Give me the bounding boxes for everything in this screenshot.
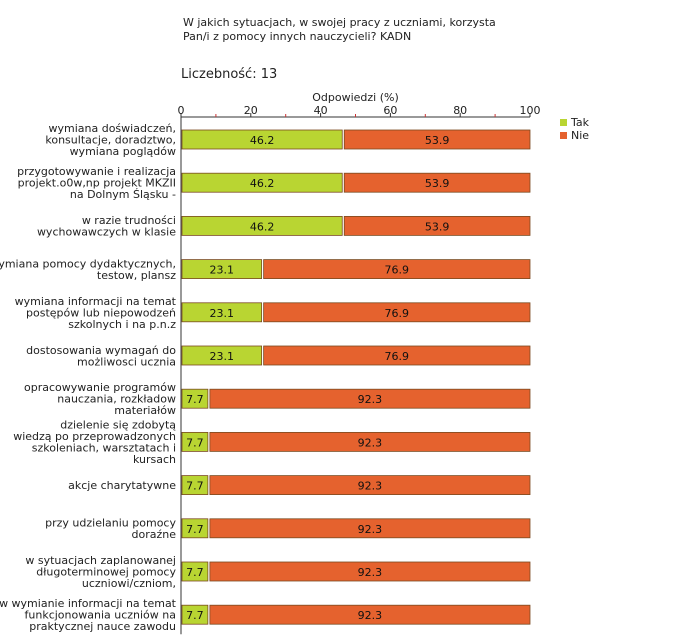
category-label-8: akcje charytatywne	[68, 479, 176, 492]
chart-title-line-1: W jakich sytuacjach, w swojej pracy z uc…	[183, 16, 496, 29]
bar-tak-11	[181, 604, 209, 625]
bar-row-7: 7.7 92.3	[181, 431, 531, 452]
data-label-nie-10: 92.3	[358, 566, 383, 579]
bar-nie-5	[263, 345, 531, 366]
data-label-tak-2: 46.2	[250, 220, 275, 233]
bar-nie-7	[209, 431, 531, 452]
bar-row-4: 23.1 76.9	[181, 302, 531, 323]
data-label-tak-6: 7.7	[186, 393, 204, 406]
x-tick-label-80: 80	[453, 104, 467, 117]
chart-title-line-2: Pan/i z pomocy innych nauczycieli? KADN	[183, 30, 412, 43]
data-label-nie-0: 53.9	[425, 134, 450, 147]
bar-tak-3	[181, 259, 263, 280]
bar-row-9: 7.7 92.3	[181, 518, 531, 539]
bar-nie-9	[209, 518, 531, 539]
data-label-nie-8: 92.3	[358, 480, 383, 493]
legend-label-tak: Tak	[570, 116, 590, 129]
data-label-tak-9: 7.7	[186, 523, 204, 536]
bar-row-0: 46.2 53.9	[181, 129, 531, 150]
category-label-3: wymiana pomocy dydaktycznych, testow, pla…	[0, 257, 176, 282]
x-tick-label-0: 0	[178, 104, 185, 117]
data-label-tak-1: 46.2	[250, 177, 275, 190]
data-label-tak-7: 7.7	[186, 436, 204, 449]
bar-tak-4	[181, 302, 263, 323]
category-label-2: w razie trudności wychowawczych w klasie	[37, 214, 176, 239]
bar-nie-2	[343, 215, 531, 236]
bar-row-2: 46.2 53.9	[181, 215, 531, 236]
bar-tak-2	[181, 215, 343, 236]
bar-nie-0	[343, 129, 531, 150]
bar-row-3: 23.1 76.9	[181, 259, 531, 280]
bar-tak-6	[181, 388, 209, 409]
bar-tak-8	[181, 475, 209, 496]
data-label-tak-8: 7.7	[186, 480, 204, 493]
bar-nie-10	[209, 561, 531, 582]
bar-tak-5	[181, 345, 263, 366]
x-tick-label-40: 40	[314, 104, 328, 117]
legend-label-nie: Nie	[571, 129, 589, 142]
sample-size-label: Liczebność: 13	[181, 67, 278, 82]
data-label-tak-3: 23.1	[210, 264, 235, 277]
bar-row-1: 46.2 53.9	[181, 172, 531, 193]
category-label-1: przygotowywanie i realizacja projekt.o0w,…	[17, 165, 176, 201]
data-label-nie-9: 92.3	[358, 523, 383, 536]
category-label-0: wymiana doświadczeń, konsultacje, doradzt…	[45, 122, 176, 158]
category-label-9: przy udzielaniu pomocy doraźne	[45, 517, 176, 542]
legend-swatch-tak	[560, 119, 567, 126]
x-tick-label-100: 100	[520, 104, 541, 117]
bar-nie-4	[263, 302, 531, 323]
legend-swatch-nie	[560, 132, 567, 139]
category-label-4: wymiana informacji na temat postępów lub …	[15, 295, 177, 331]
data-label-nie-7: 92.3	[358, 436, 383, 449]
data-label-nie-4: 76.9	[385, 307, 410, 320]
category-label-7: dzielenie się zdobytą wiedzą po przeprowa…	[13, 419, 176, 467]
bar-tak-9	[181, 518, 209, 539]
bar-row-6: 7.7 92.3	[181, 388, 531, 409]
x-tick-label-60: 60	[383, 104, 397, 117]
bar-row-5: 23.1 76.9	[181, 345, 531, 366]
bar-row-8: 7.7 92.3	[181, 475, 531, 496]
data-label-tak-10: 7.7	[186, 566, 204, 579]
data-label-nie-3: 76.9	[385, 264, 410, 277]
data-label-nie-11: 92.3	[358, 609, 383, 622]
data-label-tak-11: 7.7	[186, 609, 204, 622]
bar-row-11: 7.7 92.3	[181, 604, 531, 625]
bar-nie-11	[209, 604, 531, 625]
data-label-tak-5: 23.1	[210, 350, 235, 363]
category-label-5: dostosowania wymagań do możliwosci ucznia	[26, 344, 176, 369]
data-label-tak-4: 23.1	[210, 307, 235, 320]
data-label-nie-6: 92.3	[358, 393, 383, 406]
data-label-nie-2: 53.9	[425, 220, 450, 233]
bar-tak-10	[181, 561, 209, 582]
x-axis-label: Odpowiedzi (%)	[312, 91, 399, 104]
x-axis: Odpowiedzi (%) 0 20 40 60 80 100	[178, 91, 541, 635]
bar-nie-1	[343, 172, 531, 193]
category-label-6: opracowywanie programów nauczania, rozkła…	[24, 381, 176, 417]
category-label-10: w sytuacjach zaplanowanej długoterminowej…	[25, 554, 176, 590]
bar-tak-7	[181, 431, 209, 452]
data-label-nie-1: 53.9	[425, 177, 450, 190]
bar-nie-8	[209, 475, 531, 496]
data-label-nie-5: 76.9	[385, 350, 410, 363]
bar-tak-0	[181, 129, 343, 150]
data-label-tak-0: 46.2	[250, 134, 275, 147]
bar-nie-6	[209, 388, 531, 409]
bar-series: 46.2 53.9 46.2 53.9 46.2 53.9 23.1 76.9 23.1 76.9…	[181, 129, 531, 625]
chart-title: W jakich sytuacjach, w swojej pracy z uc…	[183, 16, 543, 44]
bar-tak-1	[181, 172, 343, 193]
bar-nie-3	[263, 259, 531, 280]
bar-row-10: 7.7 92.3	[181, 561, 531, 582]
category-labels: wymiana doświadczeń, konsultacje, doradzt…	[0, 122, 177, 633]
category-label-11: w wymianie informacji na temat funkcjonow…	[0, 597, 177, 633]
x-tick-label-20: 20	[244, 104, 258, 117]
